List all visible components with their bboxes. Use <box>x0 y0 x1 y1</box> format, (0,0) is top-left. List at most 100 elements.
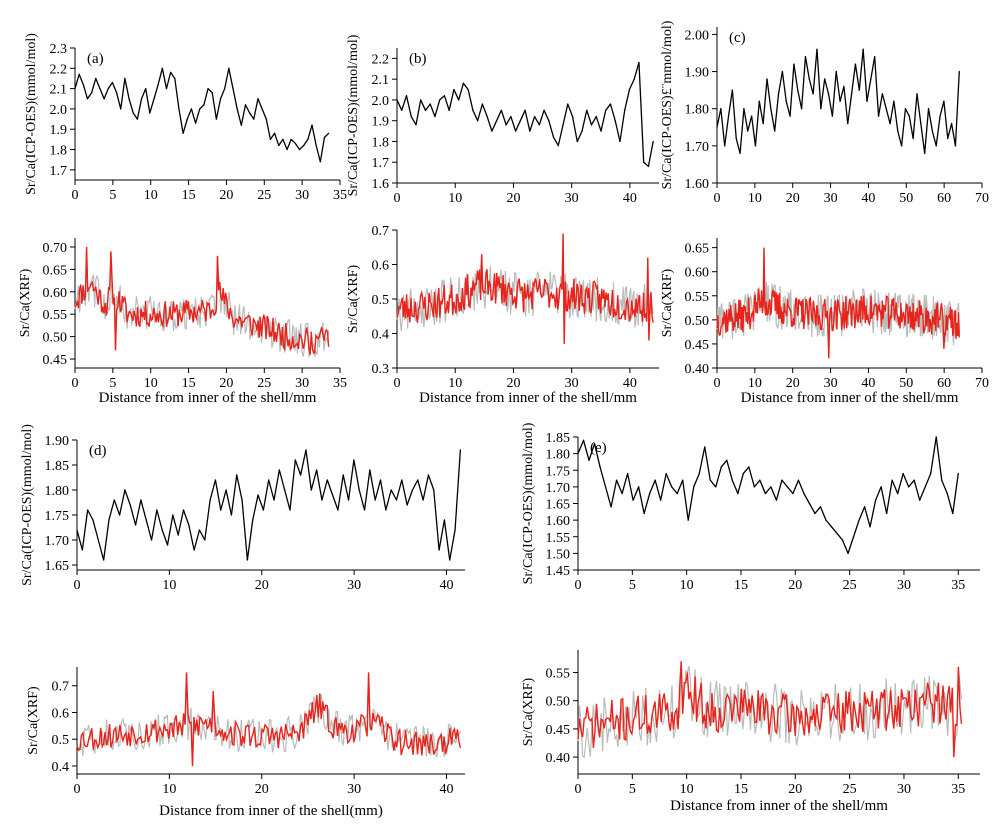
data-segment <box>76 529 83 551</box>
data-segment <box>310 469 318 491</box>
data-segment <box>854 63 860 91</box>
data-segment <box>273 132 280 147</box>
series-icp-line <box>74 67 330 163</box>
data-segment <box>198 529 206 541</box>
y-tick-label: 1.85 <box>45 459 70 474</box>
y-tick-label: 0.55 <box>43 308 68 323</box>
y-tick-label: 1.80 <box>685 103 710 118</box>
data-segment <box>889 100 895 125</box>
x-tick-label: 10 <box>448 191 462 206</box>
x-tick-label: 10 <box>144 376 158 391</box>
data-segment <box>410 115 417 126</box>
data-segment <box>190 108 197 124</box>
y-tick-label: 1.60 <box>685 177 710 192</box>
y-tick-label: 0.45 <box>43 353 68 368</box>
data-segment <box>615 479 623 495</box>
x-tick-label: 10 <box>162 578 176 593</box>
data-segment <box>731 89 737 140</box>
data-segment <box>621 472 629 495</box>
data-segment <box>902 472 910 488</box>
y-tick-label: 0.60 <box>43 286 68 301</box>
data-segment <box>305 449 312 491</box>
data-segment <box>174 77 180 110</box>
data-segment <box>149 98 155 114</box>
data-segment <box>134 499 142 526</box>
data-segment <box>538 109 545 126</box>
y-tick-label: 0.4 <box>372 328 390 343</box>
data-segment <box>476 103 484 122</box>
data-segment <box>704 446 711 481</box>
data-segment <box>406 489 414 506</box>
y-tick-label: 1.8 <box>372 135 390 150</box>
x-tick-label: 35 <box>951 782 965 797</box>
y-tick-label: 2.0 <box>372 94 390 109</box>
data-segment <box>448 88 455 111</box>
data-segment <box>557 124 564 147</box>
data-segment <box>82 83 89 100</box>
data-segment <box>169 71 176 80</box>
x-tick-label: 40 <box>440 578 454 593</box>
data-segment <box>891 479 899 495</box>
data-segment <box>593 442 601 468</box>
data-segment <box>211 92 218 120</box>
x-tick-label: 5 <box>629 782 636 797</box>
data-segment <box>709 479 717 488</box>
data-segment <box>770 108 776 132</box>
data-segment <box>687 486 695 521</box>
y-axis-label: Sr/Ca(ICP-OES)(mmol/mol) <box>20 424 35 586</box>
data-segment <box>439 95 446 101</box>
y-tick-label: 2.2 <box>50 62 68 77</box>
data-segment <box>95 77 101 90</box>
x-tick-label: 0 <box>575 578 582 593</box>
data-segment <box>908 115 914 140</box>
data-segment <box>434 99 441 118</box>
data-segment <box>172 514 179 536</box>
data-segment <box>543 109 550 122</box>
data-segment <box>262 479 270 511</box>
chart-panel-d_icp: 0 10 20 30 40 1.65 1.70 1.75 1.80 1.85 1.90 Sr/Ca(I… <box>20 424 465 593</box>
data-segment <box>825 519 833 528</box>
y-tick-label: 1.85 <box>546 431 571 446</box>
x-tick-label: 15 <box>182 376 196 391</box>
data-segment <box>203 87 209 106</box>
data-segment <box>726 459 733 481</box>
y-tick-label: 0.55 <box>685 290 710 305</box>
x-tick-label: 40 <box>861 376 875 391</box>
data-segment <box>881 93 887 110</box>
data-segment <box>342 474 350 501</box>
x-tick-label: 50 <box>899 376 913 391</box>
data-segment <box>874 486 882 501</box>
y-tick-label: 1.70 <box>45 534 70 549</box>
data-segment <box>785 100 791 117</box>
data-segment <box>927 108 934 132</box>
data-segment <box>562 103 569 126</box>
data-segment <box>609 103 616 122</box>
x-tick-label: 25 <box>843 782 857 797</box>
data-segment <box>758 100 764 125</box>
x-tick-label: 35 <box>951 578 965 593</box>
data-segment <box>467 88 474 111</box>
data-segment <box>581 109 588 132</box>
data-segment <box>115 92 122 110</box>
x-tick-label: 30 <box>824 191 838 206</box>
data-segment <box>739 108 745 154</box>
data-segment <box>858 48 864 91</box>
x-tick-label: 30 <box>565 376 579 391</box>
data-segment <box>803 492 811 505</box>
data-segment <box>797 89 803 110</box>
y-tick-label: 1.70 <box>546 481 571 496</box>
data-segment <box>156 509 163 531</box>
data-segment <box>458 82 465 101</box>
y-tick-label: 0.6 <box>52 706 70 721</box>
data-segment <box>282 138 288 151</box>
y-tick-label: 1.80 <box>546 448 571 463</box>
data-segment <box>698 446 706 475</box>
data-segment <box>830 526 838 535</box>
data-segment <box>676 479 684 495</box>
y-tick-label: 0.6 <box>372 259 390 274</box>
data-segment <box>107 81 114 90</box>
x-tick-label: 10 <box>748 376 762 391</box>
data-segment <box>315 469 323 501</box>
data-segment <box>294 142 301 151</box>
